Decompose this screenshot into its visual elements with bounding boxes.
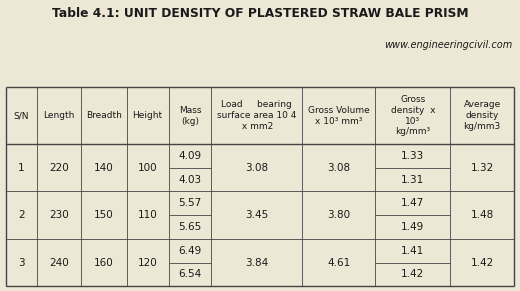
Text: Height: Height	[133, 111, 163, 120]
Text: 3.84: 3.84	[245, 258, 268, 268]
Text: 160: 160	[94, 258, 113, 268]
Text: 100: 100	[138, 163, 158, 173]
Text: 2: 2	[18, 210, 25, 220]
Text: S/N: S/N	[14, 111, 29, 120]
Text: 3.08: 3.08	[245, 163, 268, 173]
Text: 6.54: 6.54	[178, 269, 202, 279]
Text: 3.45: 3.45	[245, 210, 268, 220]
Text: 230: 230	[49, 210, 69, 220]
Text: 1.47: 1.47	[401, 198, 424, 208]
Text: 220: 220	[49, 163, 69, 173]
Text: 4.09: 4.09	[178, 151, 201, 161]
Text: Length: Length	[43, 111, 74, 120]
Text: 1: 1	[18, 163, 25, 173]
Text: 1.42: 1.42	[401, 269, 424, 279]
Text: 3: 3	[18, 258, 25, 268]
Text: 1.48: 1.48	[471, 210, 493, 220]
Text: Breadth: Breadth	[86, 111, 122, 120]
Text: 1.42: 1.42	[471, 258, 493, 268]
Text: Gross
density  x
10³
kg/mm³: Gross density x 10³ kg/mm³	[391, 95, 435, 136]
Text: 5.65: 5.65	[178, 222, 202, 232]
Text: 1.41: 1.41	[401, 246, 424, 256]
Text: 1.33: 1.33	[401, 151, 424, 161]
Text: www.engineeringcivil.com: www.engineeringcivil.com	[384, 40, 513, 50]
Text: 240: 240	[49, 258, 69, 268]
Text: 5.57: 5.57	[178, 198, 202, 208]
Text: 1.31: 1.31	[401, 175, 424, 184]
Text: Table 4.1: UNIT DENSITY OF PLASTERED STRAW BALE PRISM: Table 4.1: UNIT DENSITY OF PLASTERED STR…	[51, 7, 469, 20]
Text: Mass
(kg): Mass (kg)	[179, 106, 201, 125]
Text: 150: 150	[94, 210, 113, 220]
Text: 120: 120	[138, 258, 158, 268]
Text: 4.03: 4.03	[178, 175, 201, 184]
Text: 110: 110	[138, 210, 158, 220]
Text: 6.49: 6.49	[178, 246, 202, 256]
Text: Load     bearing
surface area 10 4
 x mm2: Load bearing surface area 10 4 x mm2	[217, 100, 296, 131]
Text: 3.80: 3.80	[327, 210, 350, 220]
Text: 3.08: 3.08	[327, 163, 350, 173]
Text: 1.32: 1.32	[471, 163, 493, 173]
Text: Average
density
kg/mm3: Average density kg/mm3	[463, 100, 501, 131]
Text: Gross Volume
x 10³ mm³: Gross Volume x 10³ mm³	[308, 106, 370, 125]
Text: 1.49: 1.49	[401, 222, 424, 232]
Text: 4.61: 4.61	[327, 258, 350, 268]
Text: 140: 140	[94, 163, 113, 173]
